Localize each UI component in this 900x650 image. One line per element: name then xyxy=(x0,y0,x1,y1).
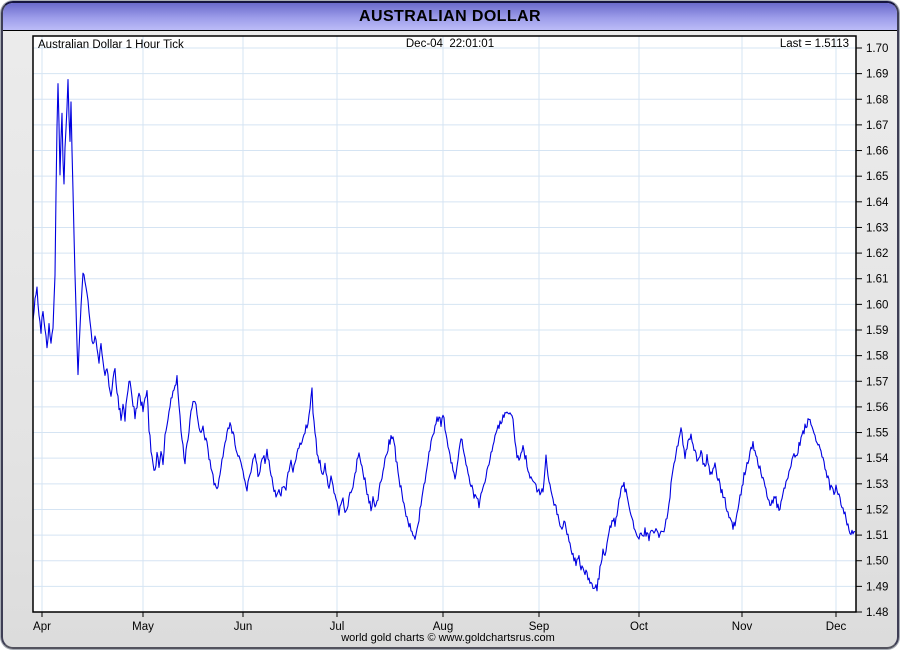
price-line-path xyxy=(32,79,856,592)
x-axis-label: Nov xyxy=(732,621,753,633)
y-axis-label: 1.63 xyxy=(866,222,888,234)
y-axis-ticks xyxy=(856,47,862,613)
y-axis-label: 1.58 xyxy=(866,351,888,363)
y-axis-labels: 1.70 1.69 1.68 1.67 1.66 1.65 1.64 1.63 1.62 1.61… xyxy=(866,43,889,619)
title-bar: AUSTRALIAN DOLLAR xyxy=(3,3,897,31)
x-axis-label: Apr xyxy=(33,621,51,633)
plot-background xyxy=(33,36,856,612)
y-axis-label: 1.65 xyxy=(866,171,888,183)
y-axis-label: 1.50 xyxy=(866,556,888,568)
y-axis-label: 1.49 xyxy=(866,581,888,593)
price-line xyxy=(32,79,856,592)
x-axis-label: Jun xyxy=(234,621,253,633)
x-axis-labels: Apr May Jun Jul Aug Sep Oct Nov Dec xyxy=(33,621,846,633)
y-axis-label: 1.52 xyxy=(866,504,888,516)
y-axis-label: 1.69 xyxy=(866,69,888,81)
x-axis-label: Sep xyxy=(529,621,549,633)
y-axis-label: 1.51 xyxy=(866,530,888,542)
x-axis-ticks xyxy=(41,612,837,617)
y-axis-label: 1.61 xyxy=(866,274,888,286)
window-title: AUSTRALIAN DOLLAR xyxy=(359,7,541,25)
last-value-label: Last = 1.5113 xyxy=(780,38,849,50)
y-axis-label: 1.68 xyxy=(866,94,888,106)
plot-border xyxy=(32,35,857,613)
footer-credit: world gold charts © www.goldchartsrus.co… xyxy=(340,632,555,644)
y-axis-label: 1.55 xyxy=(866,428,888,440)
y-axis-label: 1.60 xyxy=(866,299,888,311)
x-axis-label: Dec xyxy=(826,621,847,633)
x-axis-label: Aug xyxy=(433,621,453,633)
y-axis-label: 1.59 xyxy=(866,325,888,337)
gridlines xyxy=(33,36,856,613)
y-axis-label: 1.70 xyxy=(866,43,888,55)
x-axis-label: May xyxy=(132,621,154,633)
y-axis-label: 1.66 xyxy=(866,146,888,158)
x-axis-label: Jul xyxy=(330,621,345,633)
x-axis-label: Oct xyxy=(630,621,649,633)
y-axis-label: 1.53 xyxy=(866,479,888,491)
y-axis-label: 1.57 xyxy=(866,376,888,388)
y-axis-label: 1.48 xyxy=(866,607,888,619)
y-axis-label: 1.64 xyxy=(866,197,889,209)
y-axis-label: 1.56 xyxy=(866,402,888,414)
timestamp-label: Dec-04 22:01:01 xyxy=(406,38,494,50)
y-axis-label: 1.62 xyxy=(866,248,888,260)
series-label: Australian Dollar 1 Hour Tick xyxy=(38,39,184,51)
y-axis-label: 1.67 xyxy=(866,120,888,132)
y-axis-label: 1.54 xyxy=(866,453,889,465)
